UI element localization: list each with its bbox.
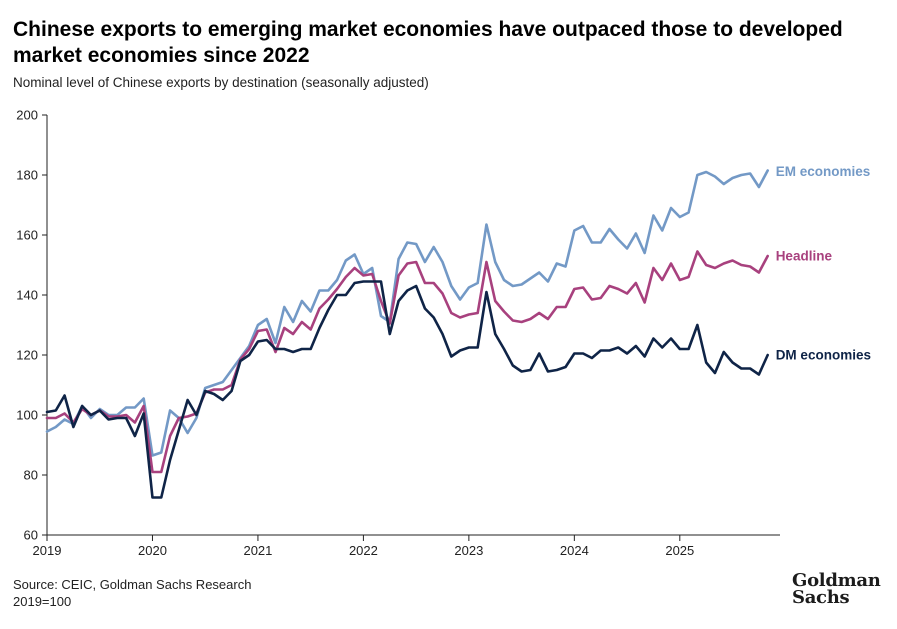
logo-line-1: Goldman	[792, 570, 881, 591]
x-tick-label: 2025	[665, 543, 694, 558]
source-text: Source: CEIC, Goldman Sachs Research	[13, 577, 252, 592]
x-tick-label: 2019	[33, 543, 62, 558]
x-tick-label: 2020	[138, 543, 167, 558]
logo-line-2: Sachs	[792, 587, 850, 608]
x-tick-label: 2021	[243, 543, 272, 558]
y-tick-label: 160	[16, 228, 38, 243]
chart-subtitle: Nominal level of Chinese exports by dest…	[13, 75, 429, 90]
source-note: Source: CEIC, Goldman Sachs Research 201…	[13, 576, 251, 610]
goldman-sachs-logo: Goldman Sachs	[792, 570, 881, 608]
chart-title: Chinese exports to emerging market econo…	[13, 18, 843, 67]
series-label: Headline	[776, 249, 833, 264]
y-tick-label: 100	[16, 408, 38, 423]
y-tick-label: 180	[16, 168, 38, 183]
series-layer	[45, 169, 770, 499]
y-tick-label: 140	[16, 288, 38, 303]
base-note: 2019=100	[13, 594, 72, 609]
axes-layer: 60 80 100 120 140 160 180 200 2019 2020 2021 2022 20…	[16, 108, 780, 558]
x-tick-label: 2024	[560, 543, 589, 558]
series-label: DM economies	[776, 348, 871, 363]
series-line-headline	[45, 250, 770, 474]
series-line-dm-economies	[45, 280, 770, 499]
y-tick-label: 120	[16, 348, 38, 363]
x-tick-label: 2022	[349, 543, 378, 558]
series-labels-layer: EM economies Headline DM economies	[776, 164, 871, 363]
y-tick-label: 80	[24, 468, 38, 483]
series-label: EM economies	[776, 164, 871, 179]
series-line-em-economies	[45, 169, 770, 457]
x-tick-label: 2023	[454, 543, 483, 558]
y-tick-label: 60	[24, 528, 38, 543]
y-tick-label: 200	[16, 108, 38, 123]
